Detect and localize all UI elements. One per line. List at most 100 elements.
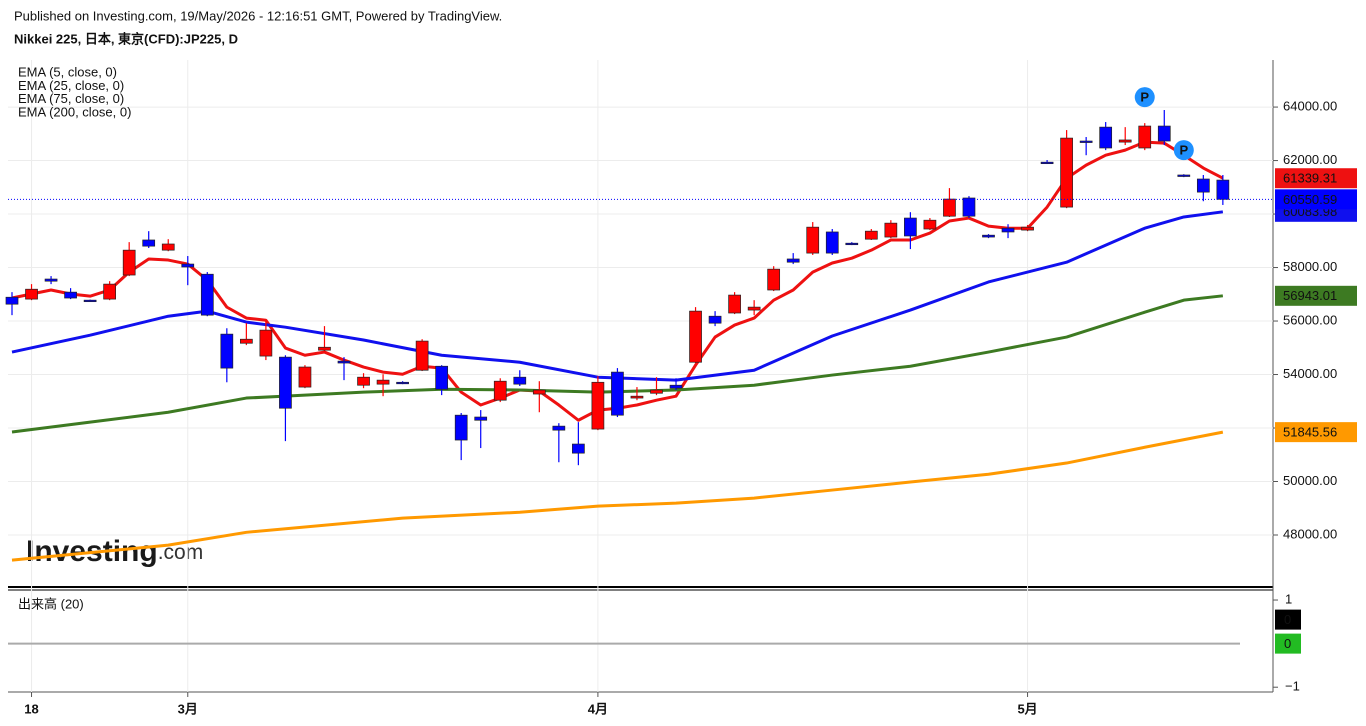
- candle-body: [161, 243, 175, 251]
- y-tick-label: 64000.00: [1283, 99, 1337, 114]
- last-value-label: 61339.31: [1283, 171, 1337, 186]
- candle-body: [650, 389, 663, 394]
- volume-ma-label: 0: [1284, 636, 1291, 651]
- candle-body: [552, 425, 566, 431]
- candle-body: [630, 395, 644, 399]
- event-marker: [1134, 87, 1155, 108]
- candle-body: [591, 381, 605, 430]
- candle-body: [1001, 227, 1015, 233]
- candle-body: [435, 365, 449, 390]
- candle-body: [825, 231, 839, 254]
- candle-body: [474, 416, 488, 421]
- candle-body: [1157, 125, 1171, 142]
- y-tick-label: 50000.00: [1283, 473, 1337, 488]
- event-marker-label: P: [1140, 90, 1149, 105]
- candle-body: [220, 333, 234, 369]
- candle-body: [728, 294, 741, 314]
- candle-body: [240, 338, 253, 344]
- candle-body: [513, 376, 527, 385]
- candle-body: [1079, 140, 1093, 143]
- y-tick-label: 48000.00: [1283, 526, 1337, 541]
- candle-body: [318, 346, 331, 351]
- x-tick-label: 5月: [1017, 701, 1037, 716]
- candle-body: [376, 379, 390, 385]
- candle-body: [747, 306, 761, 311]
- y-tick-label: −1: [1285, 679, 1300, 694]
- candle-body: [357, 376, 370, 386]
- chart-title: Nikkei 225, 日本, 東京(CFD):JP225, D: [14, 31, 238, 46]
- candle-body: [25, 288, 38, 300]
- legend-entry: EMA (5, close, 0): [18, 64, 117, 79]
- candle-body: [904, 217, 917, 237]
- candle-body: [5, 296, 19, 305]
- candle-body: [572, 443, 585, 454]
- candle-body: [415, 340, 429, 371]
- candle-body: [864, 230, 878, 240]
- last-value-label-box: [1275, 168, 1357, 189]
- candle-body: [669, 384, 683, 389]
- candle-body: [786, 258, 800, 263]
- volume-ma-label-box: [1275, 633, 1301, 654]
- y-tick-label: 62000.00: [1283, 152, 1337, 167]
- legend-entry: EMA (200, close, 0): [18, 105, 131, 120]
- candle-body: [103, 283, 117, 300]
- last-value-label: 56943.01: [1283, 288, 1337, 303]
- candle-body: [1138, 125, 1152, 149]
- candle-body: [1196, 178, 1210, 193]
- candle-body: [943, 198, 956, 217]
- candle-body: [337, 360, 351, 364]
- y-tick-label: 56000.00: [1283, 312, 1337, 327]
- grid: [8, 60, 1273, 692]
- ema-line: [11, 430, 1224, 562]
- x-tick-label: 4月: [588, 701, 608, 716]
- candle-body: [1099, 126, 1113, 149]
- candle-body: [279, 356, 292, 409]
- candle-body: [454, 414, 468, 441]
- candle-body: [1118, 139, 1132, 143]
- candle-body: [611, 371, 624, 416]
- candle-body: [923, 219, 937, 230]
- candle-body: [83, 299, 97, 303]
- volume-label-box: [1275, 609, 1301, 630]
- last-value-label-box: [1275, 422, 1357, 443]
- candle-body: [396, 381, 409, 385]
- candle-body: [1021, 226, 1034, 231]
- y-tick-label: 58000.00: [1283, 259, 1337, 274]
- watermark: Investing.com: [26, 535, 203, 568]
- candle-body: [142, 239, 156, 247]
- candle-body: [806, 226, 820, 254]
- candle-body: [962, 197, 976, 217]
- candle-body: [493, 380, 507, 401]
- candle-body: [982, 234, 995, 238]
- candle-body: [64, 291, 77, 299]
- candle-body: [1040, 161, 1054, 165]
- ema-line: [11, 210, 1224, 382]
- candle-body: [767, 268, 781, 291]
- candle-body: [44, 278, 58, 282]
- last-value-label: 51845.56: [1283, 425, 1337, 440]
- event-marker: [1173, 140, 1194, 161]
- last-price-label: 60550.59: [1283, 192, 1337, 207]
- candle-body: [708, 315, 722, 324]
- y-tick-label: 1: [1285, 591, 1292, 606]
- y-tick-label: 54000.00: [1283, 366, 1337, 381]
- published-note: Published on Investing.com, 19/May/2026 …: [14, 8, 502, 23]
- volume-label: 0: [1284, 612, 1291, 627]
- candle-body: [1216, 179, 1230, 200]
- last-price-label-box: [1275, 189, 1357, 210]
- x-tick-label: 18: [24, 701, 38, 716]
- volume-title: 出来高 (20): [18, 596, 84, 611]
- candle-body: [532, 389, 546, 395]
- x-tick-label: 3月: [178, 701, 198, 716]
- last-value-label-box: [1275, 285, 1357, 306]
- candle-body: [845, 242, 859, 246]
- candle-body: [200, 273, 214, 316]
- candle-body: [1060, 137, 1073, 208]
- candle-body: [181, 263, 195, 268]
- candle-body: [689, 310, 702, 363]
- event-marker-label: P: [1179, 143, 1188, 158]
- legend-entry: EMA (75, close, 0): [18, 91, 124, 106]
- candle-body: [122, 249, 136, 276]
